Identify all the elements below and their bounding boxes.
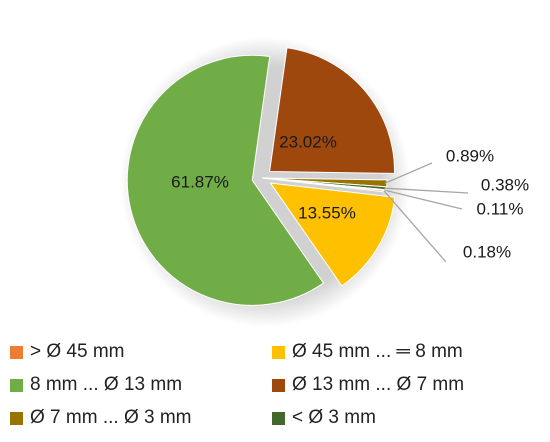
legend-label: 8 mm ... Ø 13 mm bbox=[30, 374, 183, 395]
data-label-1: 0.89% bbox=[446, 146, 494, 165]
legend: > Ø 45 mm Ø 45 mm ... ═ 8 mm 8 mm ... Ø 13… bbox=[0, 332, 550, 442]
legend-swatch bbox=[272, 411, 285, 425]
leader-line-4 bbox=[383, 190, 447, 263]
legend-item: 8 mm ... Ø 13 mm bbox=[10, 370, 182, 400]
legend-item: Ø 45 mm ... ═ 8 mm bbox=[272, 337, 463, 367]
legend-swatch bbox=[10, 411, 23, 425]
pie-slice-6 bbox=[126, 54, 325, 306]
legend-swatch bbox=[10, 345, 23, 359]
leader-line-2 bbox=[384, 187, 469, 194]
legend-label: Ø 7 mm ... Ø 3 mm bbox=[30, 407, 192, 428]
leader-line-3 bbox=[384, 189, 463, 210]
legend-swatch bbox=[272, 345, 285, 359]
data-label-5: 13.55% bbox=[298, 203, 356, 222]
legend-label: Ø 13 mm ... Ø 7 mm bbox=[292, 374, 465, 395]
data-label-3: 0.11% bbox=[477, 199, 524, 218]
leader-line-1 bbox=[384, 162, 433, 184]
data-label-0: 23.02% bbox=[279, 132, 337, 151]
legend-swatch bbox=[272, 378, 285, 392]
legend-swatch bbox=[10, 378, 23, 392]
legend-label: Ø 45 mm ... ═ 8 mm bbox=[292, 341, 463, 362]
legend-item: Ø 13 mm ... Ø 7 mm bbox=[272, 370, 464, 400]
legend-label: < Ø 3 mm bbox=[292, 407, 376, 428]
data-label-6: 61.87% bbox=[171, 172, 229, 191]
legend-label: > Ø 45 mm bbox=[30, 341, 125, 362]
legend-item: > Ø 45 mm bbox=[10, 337, 125, 367]
data-label-2: 0.38% bbox=[481, 175, 529, 194]
legend-item: Ø 7 mm ... Ø 3 mm bbox=[10, 403, 192, 433]
pie-chart: 23.02% 0.89% 0.38% 0.11% 0.18% 13.55% 61.87% bbox=[120, 37, 529, 327]
data-label-4: 0.18% bbox=[463, 242, 511, 261]
pie-slice-0 bbox=[269, 47, 396, 174]
legend-item: < Ø 3 mm bbox=[272, 403, 376, 433]
